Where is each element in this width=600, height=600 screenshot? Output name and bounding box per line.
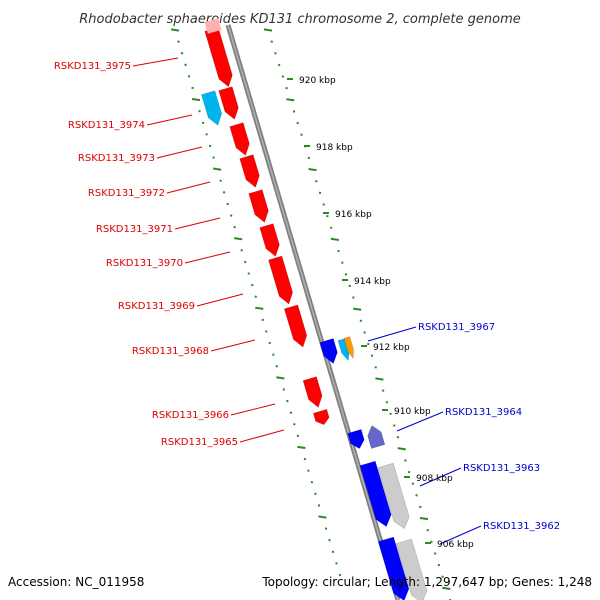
forward-label-leader [156,146,203,159]
tick-dot-right [263,28,273,32]
scale-tick-label: 908 kbp [416,474,453,484]
map-title: Rhodobacter sphaeroides KD131 chromosome… [79,12,520,27]
genome-summary-text: Topology: circular; Length: 1,297,647 bp… [261,575,592,589]
forward-gene-8[interactable] [284,304,308,348]
reverse-label-leader [419,467,462,487]
forward-label-leader [230,403,276,416]
forward-label-leader [184,251,231,264]
forward-gene-5[interactable] [248,189,269,223]
forward-label-leader [132,57,179,67]
scale-tick-label: 906 kbp [437,540,474,550]
scale-tick-label: 914 kbp [354,277,391,287]
tick-dot-left [276,376,285,380]
tick-dot-right [286,98,295,102]
forward-label-leader [210,339,256,352]
reverse-gene-3962[interactable] [377,536,410,600]
forward-gene-6[interactable] [259,223,280,257]
chromosome-backbone-highlight [227,24,399,600]
gene-features [201,18,428,600]
tick-dot-left [170,28,180,32]
reverse-gene-3964a[interactable] [347,429,365,449]
forward-gene-3[interactable] [229,122,250,156]
forward-label-leader [174,217,221,230]
forward-gene-2[interactable] [218,86,239,120]
reverse-gene-3963-shadow[interactable] [377,462,410,530]
reverse-gene-label[interactable]: RSKD131_3967 [418,322,495,333]
forward-gene-partial [204,18,222,34]
forward-gene-9[interactable] [302,376,323,408]
tick-dot-left [318,515,327,519]
forward-gene-10[interactable] [312,408,330,426]
forward-gene-label[interactable]: RSKD131_3965 [161,437,238,448]
tick-dot-right [375,377,384,381]
reverse-label-leader [396,411,444,432]
scale-tick-label: 918 kbp [316,143,353,153]
accession-text: Accession: NC_011958 [8,575,144,589]
tick-dot-left [234,237,243,241]
tick-marks [170,28,452,600]
forward-gene-cyan[interactable] [201,90,222,126]
scale-tick-label: 910 kbp [394,407,431,417]
tick-dot-left [255,306,264,310]
reverse-gene-3967c[interactable] [343,336,354,360]
reverse-gene-3963[interactable] [359,460,392,528]
reverse-gene-label[interactable]: RSKD131_3964 [445,407,522,418]
tick-dot-right [330,237,340,241]
forward-gene-label[interactable]: RSKD131_3969 [118,301,195,312]
tick-labels: 920 kbp 918 kbp 916 kbp 914 kbp 912 kbp 910 k… [287,76,474,550]
forward-label-leader [166,181,211,194]
tick-dot-left [212,167,222,171]
tick-dot-right [442,586,451,590]
forward-gene-label[interactable]: RSKD131_3968 [132,346,209,357]
scale-tick-label: 920 kbp [299,76,336,86]
reverse-gene-3967a[interactable] [319,338,338,364]
gene-labels: RSKD131_3975 RSKD131_3974 RSKD131_3973 RSKD… [54,57,560,545]
forward-gene-4[interactable] [239,154,260,188]
reverse-gene-label[interactable]: RSKD131_3962 [483,521,560,532]
forward-gene-label[interactable]: RSKD131_3971 [96,224,173,235]
forward-gene-1[interactable] [204,26,233,88]
forward-label-leader [146,114,193,126]
forward-gene-label[interactable]: RSKD131_3974 [68,120,145,131]
forward-gene-label[interactable]: RSKD131_3972 [88,188,165,199]
forward-label-leader [239,429,285,443]
reverse-gene-label[interactable]: RSKD131_3963 [463,463,540,474]
reverse-label-leader [367,326,417,342]
forward-gene-label[interactable]: RSKD131_3970 [106,258,183,269]
reverse-gene-3964b[interactable] [367,425,386,449]
reverse-gene-3962-shadow[interactable] [395,538,428,600]
forward-gene-label[interactable]: RSKD131_3966 [152,410,229,421]
reverse-label-leader [439,525,482,545]
tick-dot-right [352,307,362,311]
forward-gene-7[interactable] [268,255,293,305]
tick-dot-right [419,516,429,521]
tick-dot-left [297,445,306,450]
forward-gene-label[interactable]: RSKD131_3973 [78,153,155,164]
forward-label-leader [196,293,244,307]
tick-dot-left [191,97,201,102]
scale-tick-label: 916 kbp [335,210,372,220]
forward-gene-label[interactable]: RSKD131_3975 [54,61,131,72]
tick-dot-right [308,168,317,172]
tick-dot-right [397,447,406,451]
scale-tick-label: 912 kbp [373,343,410,353]
